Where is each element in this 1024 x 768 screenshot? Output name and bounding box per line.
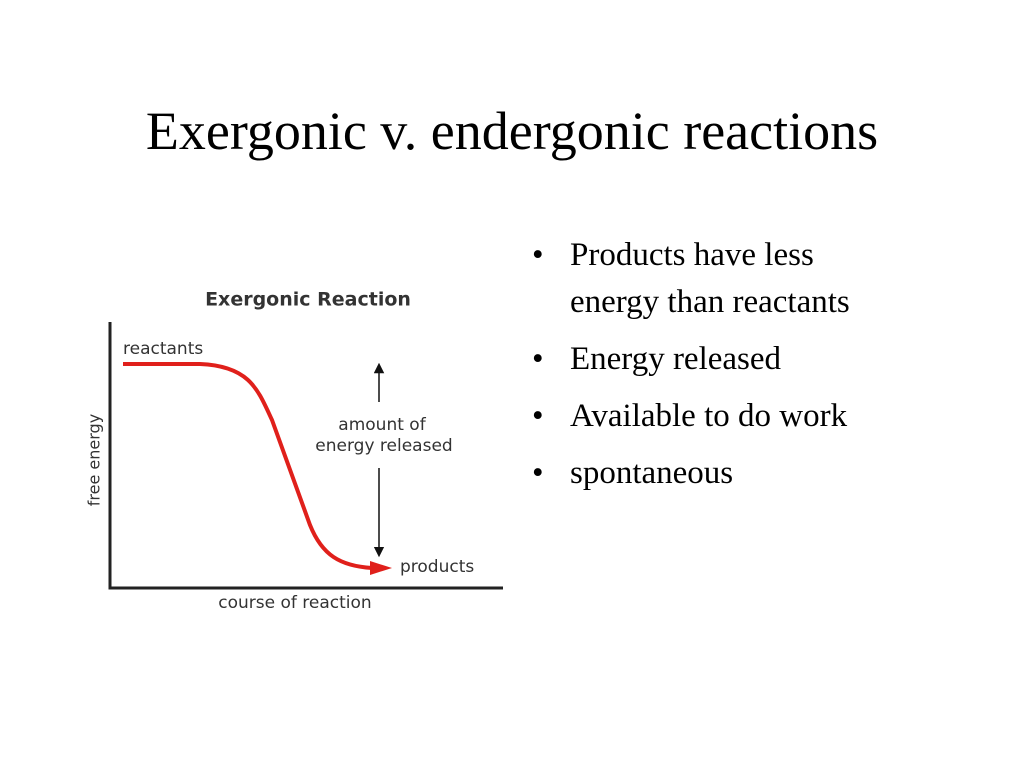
bullet-text: spontaneous xyxy=(570,455,734,491)
bullet-text: Energy released xyxy=(570,341,782,377)
bullet-text: energy than reactants xyxy=(570,284,850,320)
curve-arrowhead xyxy=(370,561,392,575)
bullet-text: Available to do work xyxy=(570,398,848,434)
arrow-label: amount of xyxy=(338,415,426,435)
y-axis-label: free energy xyxy=(85,414,104,506)
bullet-list: Products have less energy than reactants E… xyxy=(530,232,1010,507)
diagram-title: Exergonic Reaction xyxy=(205,289,411,311)
axes xyxy=(108,322,503,590)
end-label: products xyxy=(400,557,474,577)
bullet: spontaneous xyxy=(530,450,1010,497)
bullet: Available to do work xyxy=(530,393,1010,440)
bullet: Products have less energy than reactants xyxy=(530,232,1010,326)
slide-title: Exergonic v. endergonic reactions xyxy=(145,101,879,161)
diagram: Exergonic Reaction free energy course of… xyxy=(85,289,503,613)
arrow-label: energy released xyxy=(315,436,452,456)
bullet: Energy released xyxy=(530,336,1010,383)
x-axis-label: course of reaction xyxy=(218,593,371,613)
bullet-text: Products have less xyxy=(570,237,814,273)
start-label: reactants xyxy=(123,339,203,359)
reaction-curve xyxy=(123,362,373,570)
